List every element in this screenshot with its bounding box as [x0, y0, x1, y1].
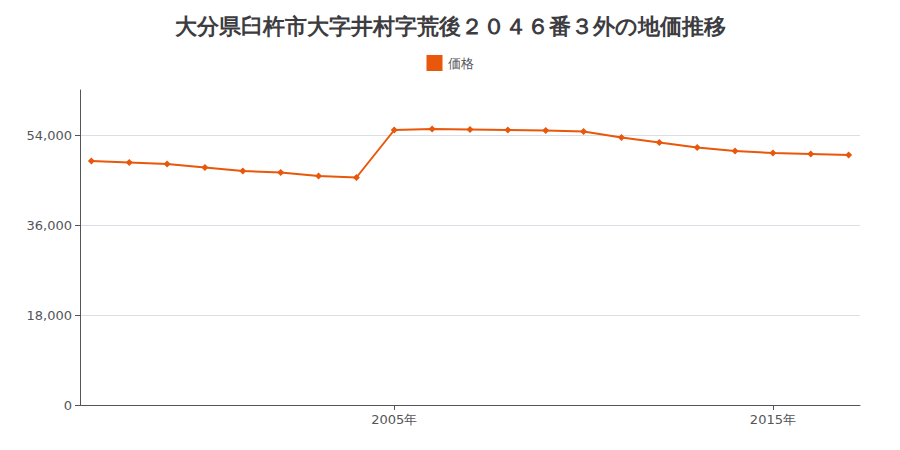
svg-text:価格: 価格 — [448, 56, 474, 71]
svg-text:36,000: 36,000 — [27, 218, 73, 233]
svg-text:2015年: 2015年 — [750, 412, 796, 427]
svg-text:大分県臼杵市大字井村字荒後２０４６番３外の地価推移: 大分県臼杵市大字井村字荒後２０４６番３外の地価推移 — [175, 14, 726, 39]
svg-text:0: 0 — [64, 398, 72, 413]
svg-text:54,000: 54,000 — [27, 128, 73, 143]
svg-text:18,000: 18,000 — [27, 308, 73, 323]
svg-text:2005年: 2005年 — [371, 412, 417, 427]
